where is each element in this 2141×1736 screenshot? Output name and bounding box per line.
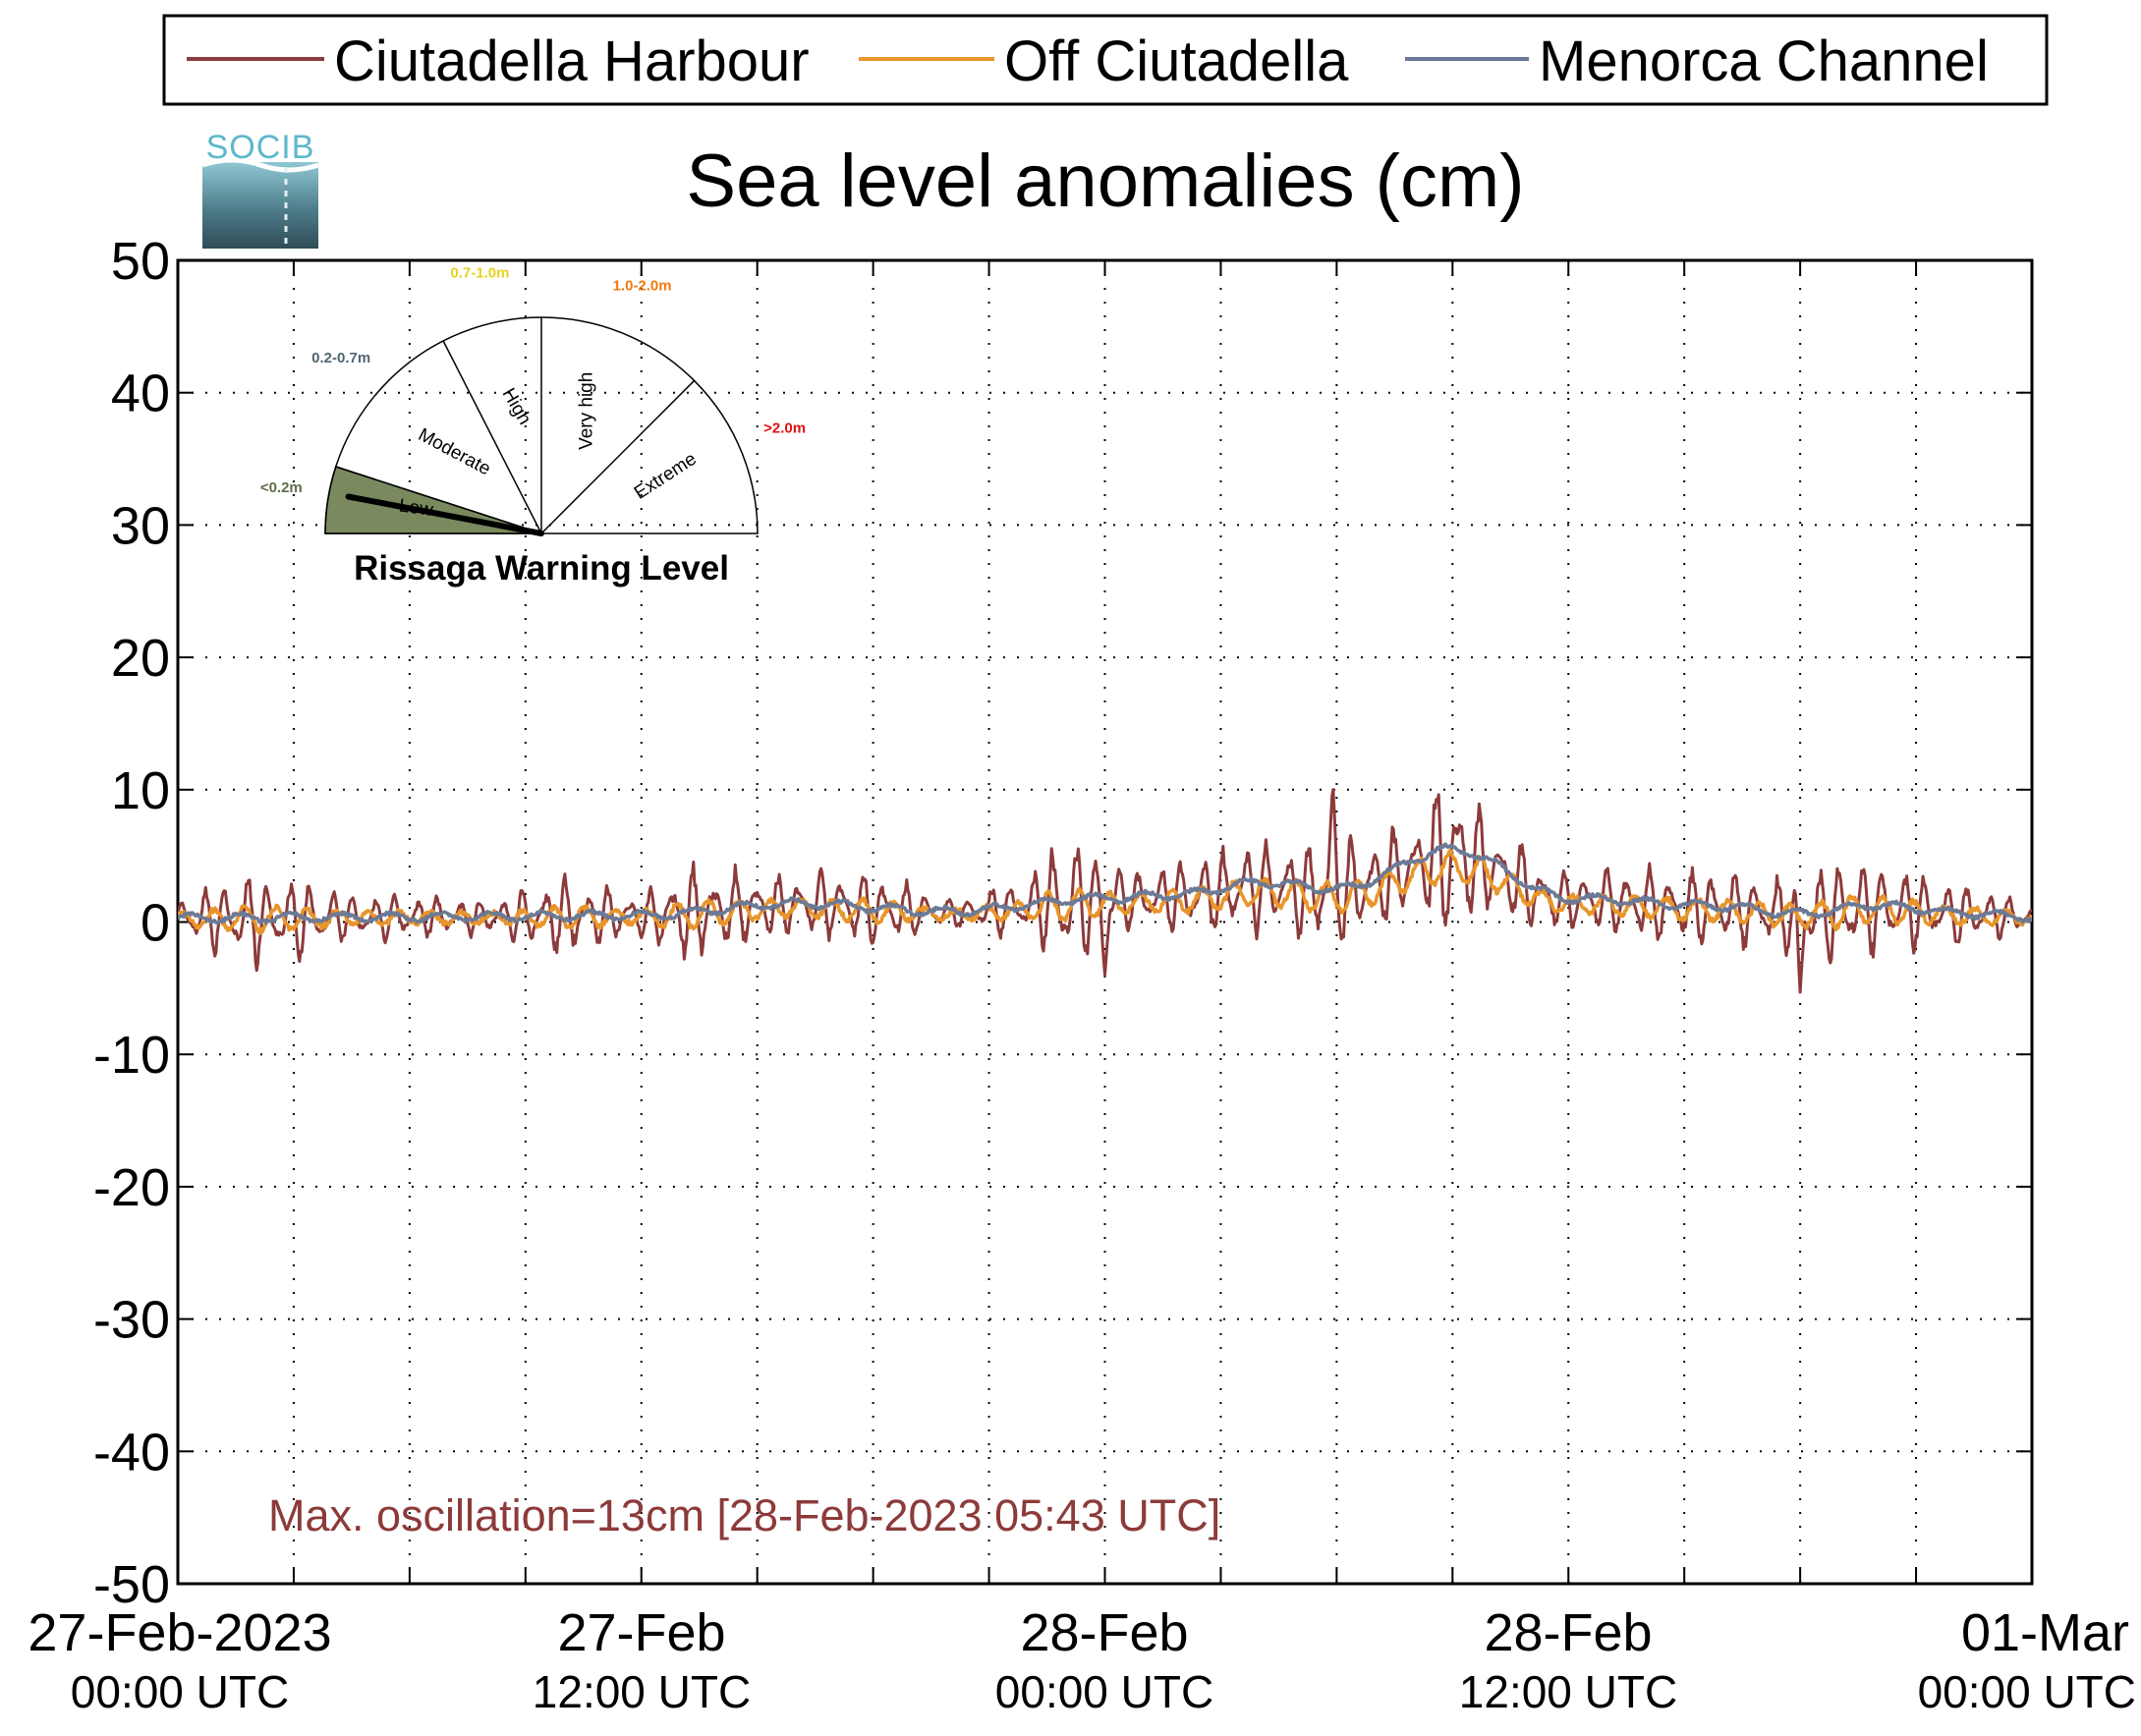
max-oscillation-annotation: Max. oscillation=13cm [28-Feb-2023 05:43… <box>268 1490 1220 1540</box>
y-tick-label: -50 <box>93 1555 170 1614</box>
y-tick-label: -10 <box>93 1026 170 1085</box>
x-tick-sublabel: 12:00 UTC <box>533 1666 751 1717</box>
gauge-range-label: <0.2m <box>260 479 303 496</box>
y-tick-label: -40 <box>93 1423 170 1482</box>
gauge-divider <box>335 466 542 534</box>
gauge-sector-label: Very high <box>577 372 597 450</box>
x-tick-sublabel: 12:00 UTC <box>1459 1666 1677 1717</box>
y-tick-label: 40 <box>111 364 170 423</box>
gauge-divider <box>442 340 542 534</box>
gauge-range-label: >2.0m <box>763 420 806 436</box>
gauge-outline <box>324 316 759 534</box>
x-tick-sublabel: 00:00 UTC <box>71 1666 289 1717</box>
y-tick-label: 50 <box>111 232 170 291</box>
gauge-divider <box>540 379 696 534</box>
legend: Ciutadella Harbour Off Ciutadella Menorca … <box>162 14 2049 106</box>
x-tick-label: 28-Feb <box>1020 1603 1188 1662</box>
x-tick-label: 27-Feb-2023 <box>28 1603 331 1662</box>
gauge-range-label: 1.0-2.0m <box>613 277 672 294</box>
legend-label: Menorca Channel <box>1539 29 1989 93</box>
gauge-range-label: 0.2-0.7m <box>311 350 370 366</box>
y-tick-label: 20 <box>111 629 170 688</box>
y-tick-label: 10 <box>111 761 170 820</box>
x-tick-label: 01-Mar <box>1961 1603 2129 1662</box>
y-tick-label: -20 <box>93 1158 170 1217</box>
legend-box <box>162 14 2049 106</box>
x-tick-label: 28-Feb <box>1484 1603 1652 1662</box>
gauge-range-label: 0.7-1.0m <box>450 264 509 281</box>
logo-text: SOCIB <box>206 129 315 166</box>
socib-logo: SOCIB <box>201 129 319 249</box>
y-tick-label: 0 <box>141 894 170 953</box>
y-tick-label: -30 <box>93 1291 170 1350</box>
y-tick-label: 30 <box>111 496 170 555</box>
series-line-ciutadella-harbour <box>178 788 2032 994</box>
x-tick-sublabel: 00:00 UTC <box>995 1666 1213 1717</box>
x-tick-sublabel: 00:00 UTC <box>1918 1666 2136 1717</box>
gauge-title: Rissaga Warning Level <box>354 549 729 588</box>
series-line-menorca-channel <box>178 842 2032 925</box>
chart-title: Sea level anomalies (cm) <box>686 140 1524 223</box>
legend-label: Off Ciutadella <box>1004 29 1349 93</box>
y-axis: 50 40 30 20 10 0 -10 -20 -30 -40 -50 <box>93 232 2032 1614</box>
x-tick-label: 27-Feb <box>557 1603 725 1662</box>
gauge-needle <box>345 493 544 536</box>
legend-label: Ciutadella Harbour <box>334 29 810 93</box>
